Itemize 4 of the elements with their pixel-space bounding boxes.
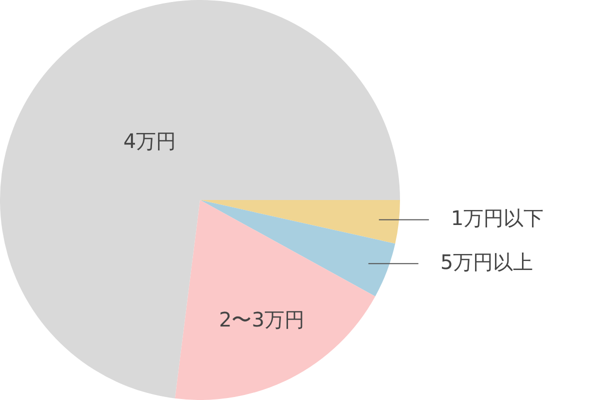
slice-label: 4万円 bbox=[123, 129, 176, 154]
slice-label: 1万円以下 bbox=[450, 206, 544, 230]
slice-label: 2〜3万円 bbox=[219, 307, 304, 332]
slice-label: 5万円以上 bbox=[440, 250, 534, 274]
